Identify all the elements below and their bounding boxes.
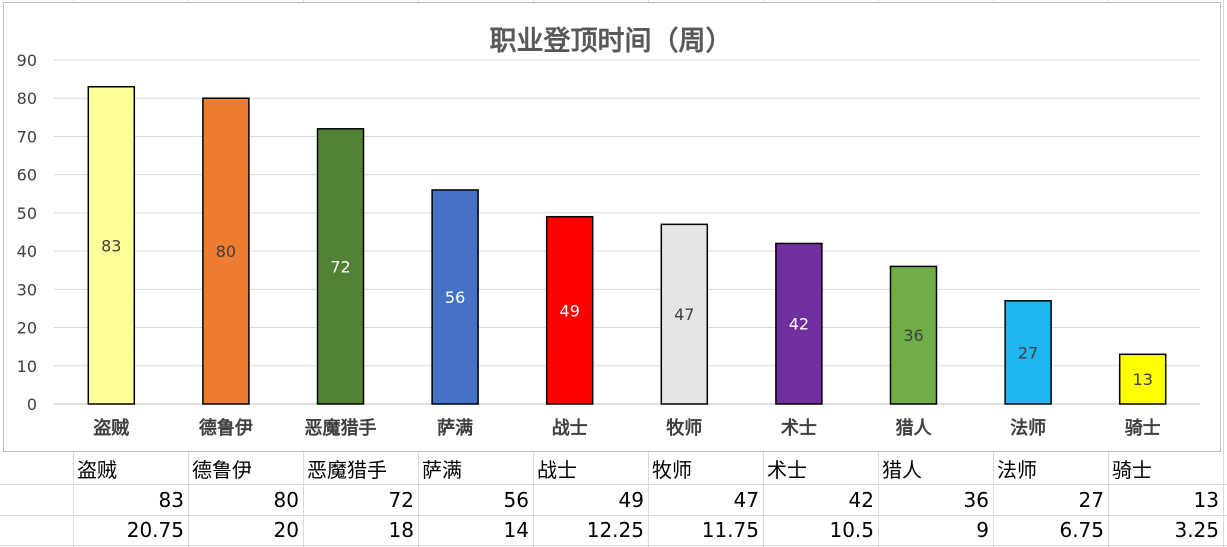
y-axis: 0 10 20 30 40 50 60 70 80 90 [17,51,37,414]
bar[interactable] [1118,353,1167,405]
x-tick-label: 萨满 [437,417,473,439]
table-cell[interactable]: 6.75 [1059,518,1104,542]
x-tick-label: 术士 [781,417,817,439]
table-cell[interactable]: 11.75 [701,518,759,542]
table-cell[interactable]: 80 [273,488,299,512]
table-header-cell[interactable]: 战士 [537,458,577,482]
table-cell[interactable]: 3.25 [1174,518,1219,542]
data-label: 72 [330,257,350,276]
table-cell[interactable]: 20 [273,518,299,542]
data-label: 27 [1018,343,1038,362]
table-cell[interactable]: 10.5 [829,518,874,542]
y-tick-label: 70 [17,127,37,146]
table-header-cell[interactable]: 术士 [767,458,807,482]
table-header-cell[interactable]: 盗贼 [77,458,117,482]
table-cell[interactable]: 42 [848,488,874,512]
bar[interactable] [316,128,365,405]
bar[interactable] [431,189,479,405]
y-tick-label: 90 [17,51,37,70]
bar[interactable] [1004,300,1052,405]
table-cell[interactable]: 9 [976,518,989,542]
table-cell[interactable]: 12.25 [586,518,644,542]
sheet-gridline [0,515,1227,516]
bar[interactable] [202,97,250,405]
table-cell[interactable]: 14 [503,518,529,542]
x-tick-label: 盗贼 [93,417,129,439]
table-header-cell[interactable]: 恶魔猎手 [307,458,387,482]
table-header-cell[interactable]: 德鲁伊 [192,458,252,482]
table-cell[interactable]: 47 [733,488,759,512]
table-cell[interactable]: 13 [1193,488,1219,512]
y-tick-label: 80 [17,89,37,108]
chart-object[interactable]: 职业登顶时间（周） 0 10 20 30 40 50 60 70 80 90 83 80 72 56 49… [3,2,1221,452]
table-header-cell[interactable]: 骑士 [1112,458,1152,482]
sheet-gridline [0,484,1227,485]
table-cell[interactable]: 83 [158,488,184,512]
y-tick-label: 40 [17,242,37,261]
x-tick-label: 德鲁伊 [199,417,253,439]
data-label: 47 [674,305,694,324]
y-tick-label: 30 [17,280,37,299]
table-cell[interactable]: 72 [388,488,414,512]
bars: 83 80 72 56 49 47 42 36 27 13 [87,86,1167,405]
table-header-cell[interactable]: 萨满 [422,458,462,482]
sheet-gridline [1223,0,1224,547]
data-label: 80 [216,242,236,261]
table-header-cell[interactable]: 牧师 [652,458,692,482]
y-tick-label: 0 [27,395,37,414]
bar-chart: 职业登顶时间（周） 0 10 20 30 40 50 60 70 80 90 83 80 72 56 49… [17,26,1200,439]
data-label: 13 [1133,370,1153,389]
x-tick-label: 恶魔猎手 [305,417,377,439]
x-tick-label: 战士 [552,418,588,439]
x-tick-label: 牧师 [666,417,702,439]
table-cell[interactable]: 20.75 [126,518,184,542]
y-tick-label: 20 [17,319,37,338]
x-tick-label: 骑士 [1125,417,1161,439]
data-label: 36 [903,326,923,345]
table-cell[interactable]: 56 [503,488,529,512]
table-cell[interactable]: 27 [1078,488,1104,512]
bar[interactable] [775,242,823,405]
table-header-cell[interactable]: 猎人 [882,458,922,482]
data-label: 49 [560,301,580,320]
x-tick-label: 猎人 [896,417,933,439]
y-tick-label: 10 [17,357,37,376]
data-label: 42 [789,315,809,334]
table-cell[interactable]: 49 [618,488,644,512]
x-axis: 盗贼 德鲁伊 恶魔猎手 萨满 战士 牧师 术士 猎人 法师 骑士 [93,417,1160,439]
table-cell[interactable]: 18 [388,518,414,542]
y-tick-label: 50 [17,204,37,223]
bar[interactable] [660,223,709,405]
data-label: 56 [445,288,465,307]
y-tick-label: 60 [17,166,37,185]
chart-title: 职业登顶时间（周） [490,26,733,57]
bar[interactable] [87,86,136,405]
sheet-gridline [0,545,1227,546]
bar[interactable] [545,215,594,405]
bar[interactable] [889,265,938,405]
x-tick-label: 法师 [1010,417,1046,439]
table-header-cell[interactable]: 法师 [997,458,1037,482]
data-label: 83 [101,236,121,255]
data-table: 盗贼 德鲁伊 恶魔猎手 萨满 战士 牧师 术士 猎人 法师 骑士 83 80 72 56 49 47 42 36 2… [0,455,1227,547]
table-cell[interactable]: 36 [963,488,989,512]
